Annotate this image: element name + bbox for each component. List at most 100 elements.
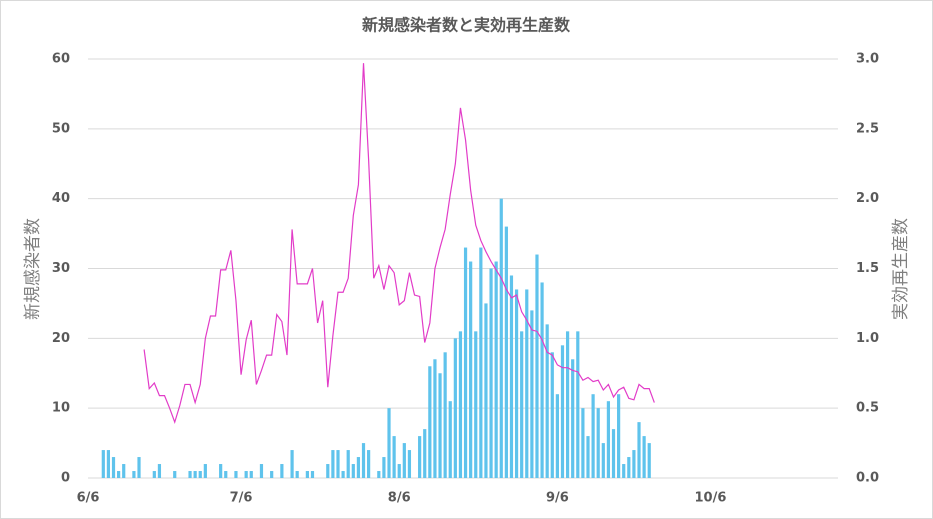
- bar: [122, 464, 126, 478]
- y2-tick-label: 3.0: [856, 52, 879, 67]
- bar: [550, 352, 554, 478]
- bar: [499, 198, 503, 478]
- bar: [428, 366, 432, 478]
- bar: [331, 450, 335, 478]
- y2-tick-label: 0.0: [856, 471, 879, 486]
- bar: [637, 422, 641, 478]
- y-tick-label: 40: [52, 191, 70, 206]
- bar: [249, 471, 253, 478]
- bar: [203, 464, 207, 478]
- bar: [346, 450, 350, 478]
- y2-tick-label: 0.5: [856, 401, 879, 416]
- y2-tick-label: 1.5: [856, 261, 879, 276]
- bar: [392, 436, 396, 478]
- bar: [101, 450, 105, 478]
- bar: [402, 443, 406, 478]
- y-tick-label: 60: [52, 52, 70, 67]
- bar: [484, 303, 488, 478]
- bar: [173, 471, 177, 478]
- bar: [137, 457, 141, 478]
- bar: [418, 436, 422, 478]
- y-tick-label: 50: [52, 121, 70, 136]
- bar: [520, 331, 524, 478]
- bar: [387, 408, 391, 478]
- bar: [494, 261, 498, 478]
- bar: [555, 394, 559, 478]
- bar: [326, 464, 330, 478]
- bar: [591, 394, 595, 478]
- bar: [560, 345, 565, 478]
- bar: [198, 471, 202, 478]
- bar: [188, 471, 192, 478]
- bar: [234, 471, 238, 478]
- bar: [433, 359, 437, 478]
- y2-axis-title: 実効再生産数: [891, 218, 911, 320]
- bar: [290, 450, 294, 478]
- bar: [438, 373, 442, 478]
- bar: [351, 464, 355, 478]
- chart-title: 新規感染者数と実効再生産数: [362, 16, 571, 35]
- y2-tick-label: 2.5: [856, 121, 879, 136]
- bar: [280, 464, 284, 478]
- bar: [606, 401, 611, 478]
- bar: [295, 471, 299, 478]
- bar: [310, 471, 315, 478]
- bar: [586, 436, 590, 478]
- bar: [117, 471, 121, 478]
- bar: [545, 324, 549, 478]
- y-tick-label: 10: [52, 401, 70, 416]
- bar: [382, 457, 386, 478]
- bar: [443, 352, 447, 478]
- bar: [622, 464, 626, 478]
- line: [143, 63, 655, 425]
- bar: [377, 471, 381, 478]
- bar: [642, 436, 646, 478]
- bar: [647, 443, 651, 478]
- bar: [224, 471, 228, 478]
- bar: [341, 471, 345, 478]
- bar: [270, 471, 274, 478]
- x-tick-label: 7/6: [230, 491, 253, 506]
- bar: [611, 429, 616, 478]
- bar: [106, 450, 111, 478]
- bar: [540, 282, 544, 478]
- y-tick-label: 30: [52, 261, 70, 276]
- bar: [474, 331, 478, 478]
- x-tick-label: 10/6: [695, 491, 727, 506]
- bar: [489, 268, 493, 478]
- bar: [305, 471, 309, 478]
- bar: [509, 275, 514, 478]
- x-tick-label: 8/6: [388, 491, 411, 506]
- y-tick-label: 20: [52, 331, 70, 346]
- bar: [336, 450, 340, 478]
- bar: [571, 359, 575, 478]
- bar: [601, 443, 605, 478]
- bar: [193, 471, 197, 478]
- bar: [132, 471, 136, 478]
- bar: [514, 289, 519, 478]
- bar: [617, 394, 621, 478]
- bar: [581, 408, 585, 478]
- bar: [157, 464, 162, 478]
- bar: [576, 331, 580, 478]
- x-tick-label: 6/6: [77, 491, 100, 506]
- x-tick-label: 9/6: [546, 491, 569, 506]
- bar: [504, 226, 508, 478]
- bar: [453, 338, 457, 478]
- bar: [111, 457, 116, 478]
- bar: [596, 408, 600, 478]
- bar: [407, 450, 412, 478]
- bar: [219, 464, 223, 478]
- y2-tick-label: 1.0: [856, 331, 879, 346]
- bar: [361, 443, 366, 478]
- y2-tick-label: 2.0: [856, 191, 879, 206]
- bar: [565, 331, 570, 478]
- bar: [469, 261, 473, 478]
- bar: [463, 247, 468, 478]
- bar: [152, 471, 156, 478]
- bar: [632, 450, 636, 478]
- bar: [259, 464, 264, 478]
- bar: [244, 471, 248, 478]
- y-axis-title: 新規感染者数: [23, 218, 43, 320]
